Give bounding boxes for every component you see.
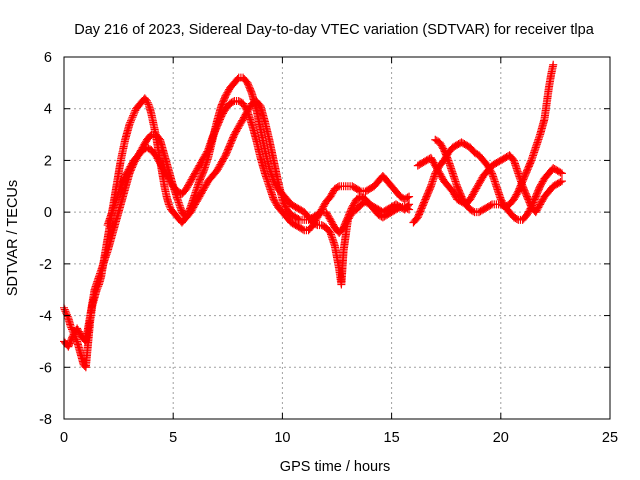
x-tick-label: 5	[169, 430, 177, 446]
data-point	[60, 305, 69, 314]
y-tick-label: 0	[44, 205, 52, 221]
data-point	[126, 116, 135, 125]
data-point	[164, 200, 173, 209]
data-point	[228, 97, 237, 106]
data-point	[556, 177, 565, 186]
data-point	[63, 312, 72, 321]
data-point	[130, 108, 139, 117]
x-tick-label: 15	[384, 430, 400, 446]
y-tick-label: 2	[44, 153, 52, 169]
x-tick-label: 25	[602, 430, 618, 446]
data-point	[333, 183, 342, 192]
y-tick-label: -4	[39, 309, 52, 325]
series-track-f	[431, 60, 558, 217]
data-point	[394, 203, 403, 212]
data-point	[556, 168, 565, 177]
data-point	[486, 201, 495, 210]
series-track-c	[103, 96, 414, 237]
plot-frame	[63, 56, 611, 420]
data-point	[67, 323, 76, 332]
data-point	[355, 186, 364, 195]
data-point	[129, 111, 138, 120]
data-point	[298, 225, 307, 234]
data-point	[125, 120, 134, 129]
series-track-e	[413, 151, 566, 217]
y-tick-label: 6	[44, 50, 52, 66]
data-point	[405, 205, 414, 214]
data-point	[549, 60, 558, 69]
data-point	[129, 109, 138, 118]
data-point	[405, 192, 414, 201]
data-point	[144, 100, 153, 109]
y-axis-label: SDTVAR / TECUs	[5, 180, 21, 296]
data-point	[165, 202, 174, 211]
data-point	[557, 169, 566, 178]
y-tick-label: -8	[39, 412, 52, 428]
series-track-d	[409, 138, 566, 227]
data-point	[294, 215, 303, 224]
data-point	[316, 209, 325, 218]
axis-ticks: 0 5 10 15 20 25 -8 -6 -4 -2 0 2 4 6	[39, 50, 618, 446]
data-point	[512, 215, 521, 224]
x-tick-label: 0	[60, 430, 68, 446]
data-point	[66, 321, 75, 330]
y-tick-label: -6	[39, 360, 52, 376]
y-tick-label: 4	[44, 102, 52, 118]
x-tick-label: 10	[274, 430, 290, 446]
data-point	[128, 113, 137, 122]
x-axis-label: GPS time / hours	[280, 459, 390, 475]
data-point	[403, 193, 412, 202]
data-point	[557, 177, 566, 186]
data-point	[469, 207, 478, 216]
data-point	[126, 118, 135, 127]
data-point	[143, 98, 152, 107]
grid-lines	[64, 57, 610, 419]
x-tick-label: 20	[493, 430, 509, 446]
y-tick-label: -2	[39, 257, 52, 273]
data-points	[60, 60, 566, 372]
data-point	[61, 307, 70, 316]
data-point	[127, 115, 136, 124]
data-point	[142, 96, 151, 105]
chart-title: Day 216 of 2023, Sidereal Day-to-day VTE…	[74, 22, 594, 38]
data-point	[403, 204, 412, 213]
